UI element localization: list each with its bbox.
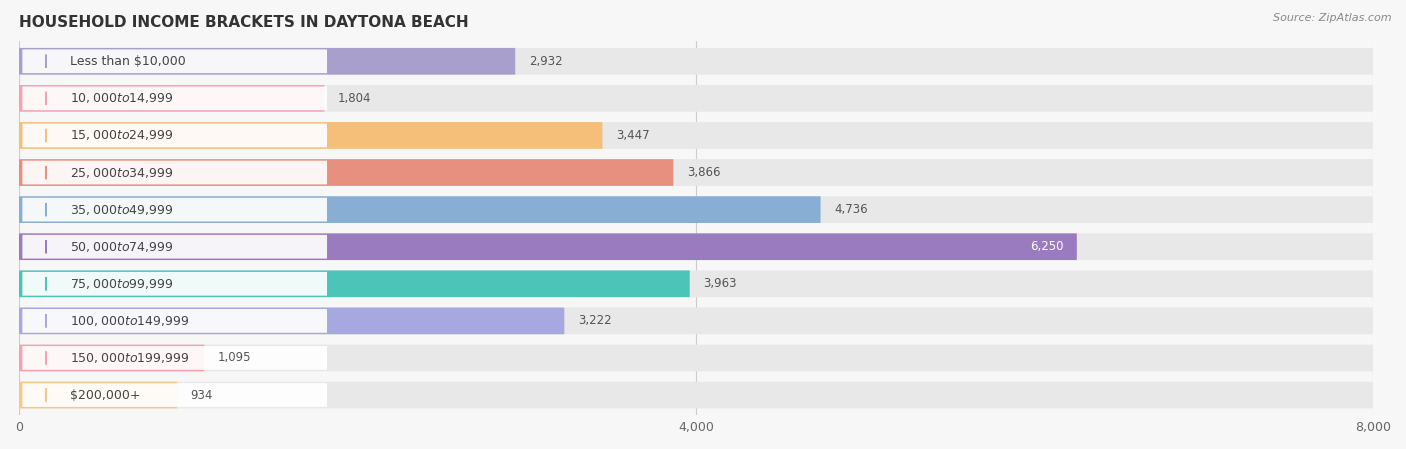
Text: $10,000 to $14,999: $10,000 to $14,999 [70, 91, 173, 106]
Text: 6,250: 6,250 [1029, 240, 1063, 253]
Text: $150,000 to $199,999: $150,000 to $199,999 [70, 351, 190, 365]
Text: 3,866: 3,866 [688, 166, 720, 179]
Text: $15,000 to $24,999: $15,000 to $24,999 [70, 128, 173, 142]
FancyBboxPatch shape [20, 85, 1374, 112]
FancyBboxPatch shape [20, 345, 1374, 371]
FancyBboxPatch shape [22, 346, 328, 370]
Text: 2,932: 2,932 [529, 55, 562, 68]
FancyBboxPatch shape [22, 49, 328, 73]
FancyBboxPatch shape [22, 123, 328, 147]
FancyBboxPatch shape [20, 48, 1374, 75]
FancyBboxPatch shape [20, 382, 177, 409]
Text: $75,000 to $99,999: $75,000 to $99,999 [70, 277, 173, 291]
Text: 3,222: 3,222 [578, 314, 612, 327]
Text: 3,963: 3,963 [703, 277, 737, 291]
FancyBboxPatch shape [20, 270, 1374, 297]
FancyBboxPatch shape [20, 48, 515, 75]
FancyBboxPatch shape [22, 198, 328, 221]
Text: 934: 934 [191, 388, 212, 401]
FancyBboxPatch shape [20, 382, 1374, 409]
FancyBboxPatch shape [20, 233, 1077, 260]
Text: $200,000+: $200,000+ [70, 388, 141, 401]
FancyBboxPatch shape [22, 235, 328, 259]
Text: $25,000 to $34,999: $25,000 to $34,999 [70, 166, 173, 180]
FancyBboxPatch shape [20, 122, 602, 149]
Text: 1,095: 1,095 [218, 352, 252, 365]
FancyBboxPatch shape [20, 196, 821, 223]
FancyBboxPatch shape [20, 159, 673, 186]
FancyBboxPatch shape [20, 308, 564, 334]
Text: 3,447: 3,447 [616, 129, 650, 142]
FancyBboxPatch shape [22, 383, 328, 407]
Text: Source: ZipAtlas.com: Source: ZipAtlas.com [1274, 13, 1392, 23]
FancyBboxPatch shape [20, 122, 1374, 149]
FancyBboxPatch shape [22, 87, 328, 110]
Text: Less than $10,000: Less than $10,000 [70, 55, 186, 68]
Text: HOUSEHOLD INCOME BRACKETS IN DAYTONA BEACH: HOUSEHOLD INCOME BRACKETS IN DAYTONA BEA… [20, 15, 468, 30]
FancyBboxPatch shape [20, 85, 325, 112]
Text: 1,804: 1,804 [337, 92, 371, 105]
FancyBboxPatch shape [20, 308, 1374, 334]
FancyBboxPatch shape [22, 309, 328, 333]
Text: $100,000 to $149,999: $100,000 to $149,999 [70, 314, 190, 328]
FancyBboxPatch shape [20, 345, 204, 371]
Text: $50,000 to $74,999: $50,000 to $74,999 [70, 240, 173, 254]
FancyBboxPatch shape [20, 196, 1374, 223]
Text: 4,736: 4,736 [834, 203, 868, 216]
Text: $35,000 to $49,999: $35,000 to $49,999 [70, 202, 173, 216]
FancyBboxPatch shape [20, 270, 690, 297]
FancyBboxPatch shape [22, 272, 328, 295]
FancyBboxPatch shape [20, 159, 1374, 186]
FancyBboxPatch shape [20, 233, 1374, 260]
FancyBboxPatch shape [22, 161, 328, 185]
